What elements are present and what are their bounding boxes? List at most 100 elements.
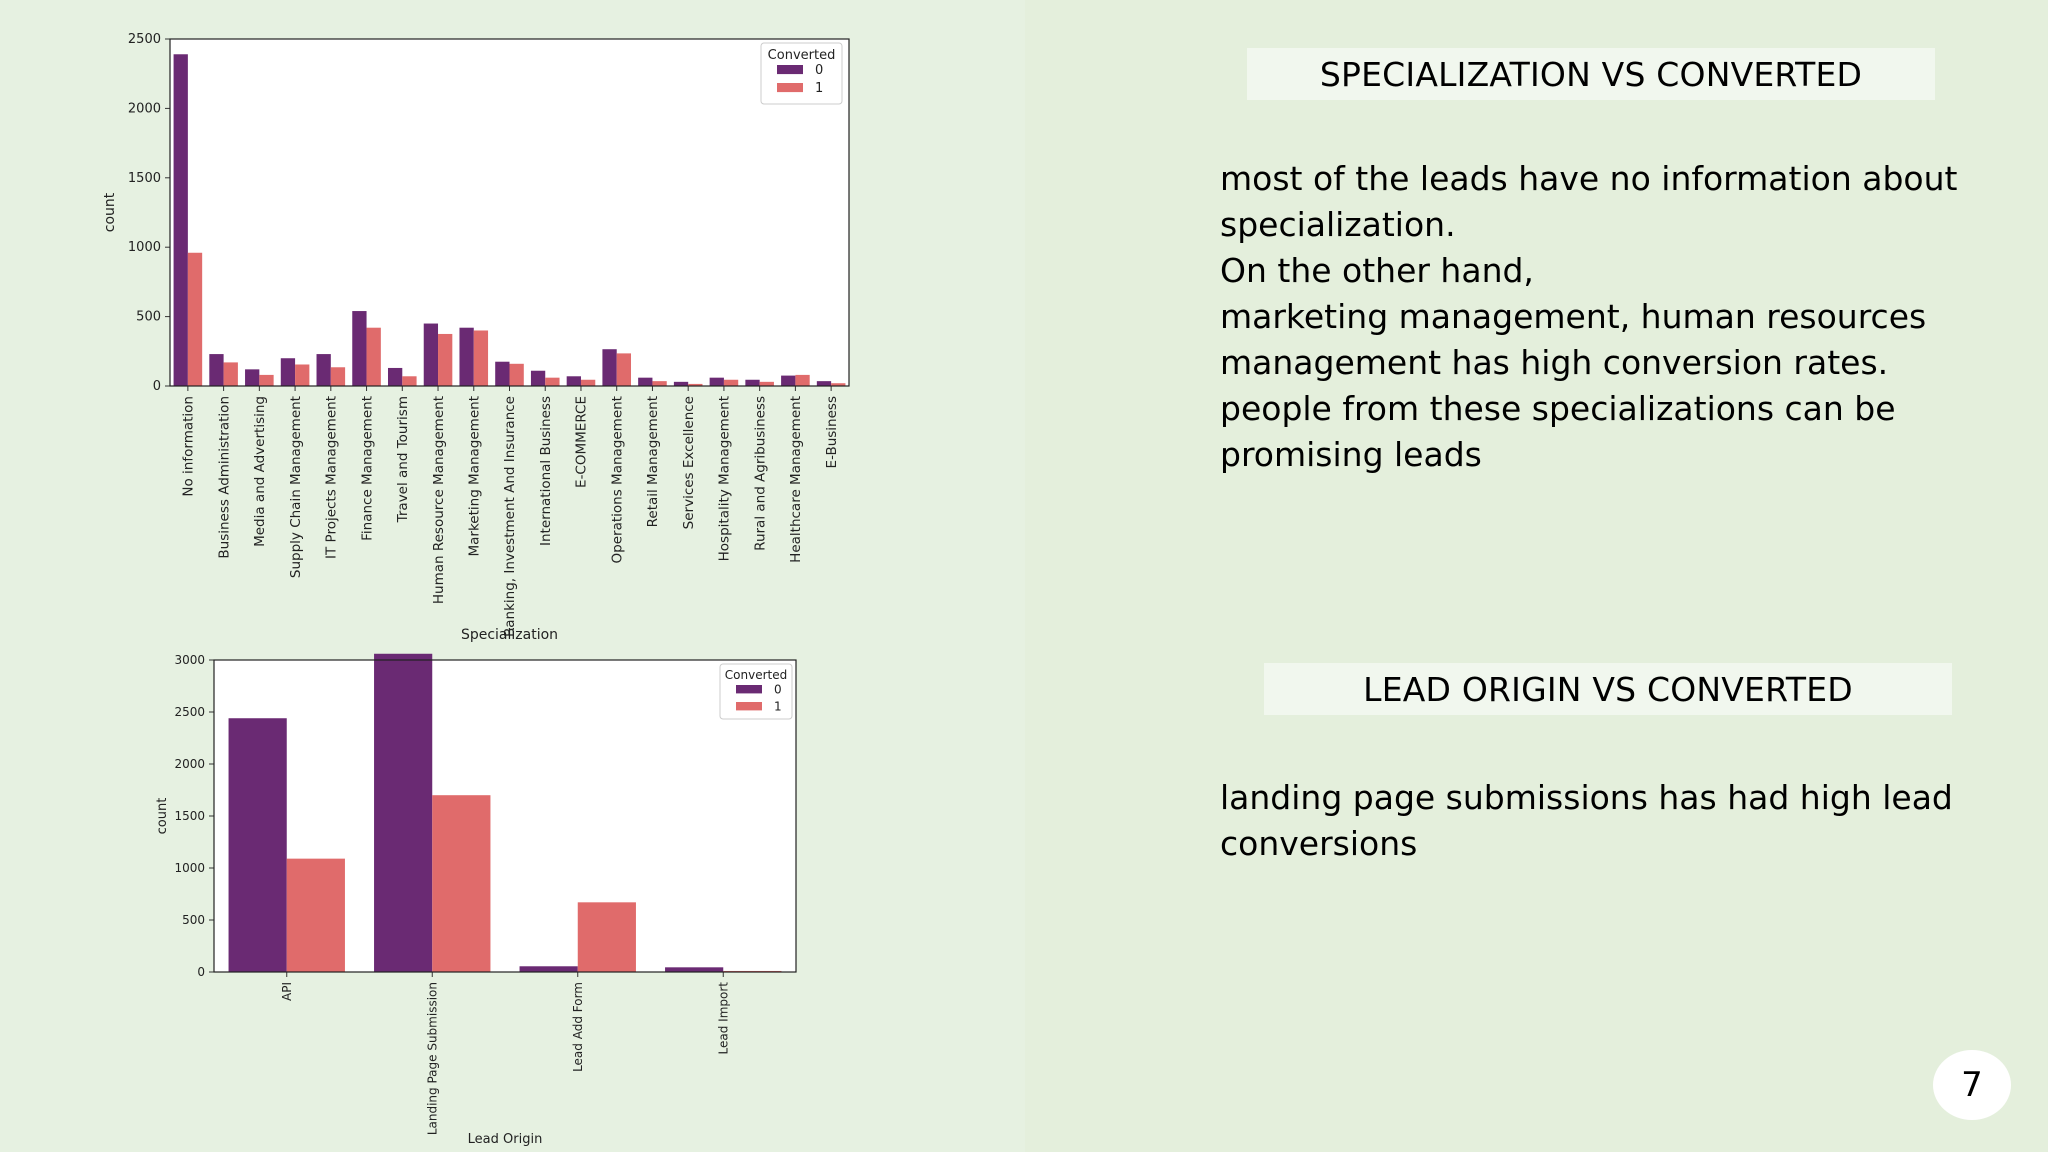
bar-rural-and-agribusiness-converted-0: [745, 379, 760, 386]
bar-media-and-advertising-converted-0: [245, 369, 260, 386]
bar-hospitality-management-converted-0: [709, 377, 724, 386]
y-tick-label: 1000: [128, 240, 161, 255]
bar-api-converted-1: [286, 858, 345, 972]
bar-lead-add-form-converted-0: [519, 966, 578, 972]
x-tick-label: Retail Management: [645, 396, 661, 527]
bar-e-business-converted-0: [816, 381, 832, 386]
bar-hospitality-management-converted-1: [723, 379, 739, 386]
text-pane: [1025, 0, 2048, 1152]
y-tick-label: 500: [136, 310, 161, 325]
bar-healthcare-management-converted-0: [781, 375, 796, 386]
legend-swatch-1: [736, 702, 762, 711]
x-tick-label: Rural and Agribusiness: [752, 396, 768, 551]
x-tick-label: API: [280, 982, 294, 1001]
bar-lead-import-converted-0: [665, 967, 724, 972]
bar-finance-management-converted-1: [366, 327, 381, 386]
plot-area: [170, 39, 849, 386]
y-tick-label: 1500: [128, 171, 161, 186]
y-tick-label: 0: [153, 379, 161, 394]
lead-origin-heading: LEAD ORIGIN VS CONVERTED: [1264, 663, 1952, 715]
bar-it-projects-management-converted-0: [316, 354, 331, 386]
x-tick-label: Business Administration: [216, 396, 232, 559]
legend-swatch-0: [777, 65, 803, 75]
lead-origin-description: landing page submissions has had high le…: [1220, 778, 1953, 863]
page-number: 7: [1933, 1050, 2011, 1120]
bar-finance-management-converted-0: [352, 311, 367, 386]
bar-travel-and-tourism-converted-0: [387, 367, 403, 386]
bar-marketing-management-converted-0: [459, 327, 474, 386]
specialization-heading: SPECIALIZATION VS CONVERTED: [1247, 48, 1935, 100]
bar-business-administration-converted-0: [209, 354, 224, 386]
x-tick-label: E-COMMERCE: [574, 396, 590, 488]
specialization-description: most of the leads have no information ab…: [1220, 159, 1958, 474]
bar-supply-chain-management-converted-1: [295, 364, 310, 386]
bar-operations-management-converted-0: [602, 349, 617, 386]
bar-e-commerce-converted-0: [566, 376, 581, 386]
legend-swatch-0: [736, 685, 762, 694]
bar-travel-and-tourism-converted-1: [402, 376, 417, 386]
legend-label-0: 0: [774, 682, 782, 696]
y-tick-label: 2000: [174, 757, 205, 771]
legend-swatch-1: [777, 83, 803, 93]
bar-banking-investment-and-insurance-converted-0: [495, 361, 510, 386]
x-tick-label: International Business: [538, 396, 554, 546]
bar-media-and-advertising-converted-1: [259, 374, 274, 386]
x-tick-label: Healthcare Management: [788, 396, 804, 563]
lead-origin-chart: 0 500 1000 1500 2000 2500 3000 API Landing Page …: [155, 653, 797, 1147]
bar-international-business-converted-0: [530, 370, 546, 386]
bar-international-business-converted-1: [545, 377, 560, 386]
bar-e-business-converted-1: [831, 383, 846, 386]
x-tick-label: Media and Advertising: [252, 396, 268, 547]
bar-api-converted-0: [228, 718, 287, 972]
bar-landing-page-submission-converted-1: [432, 795, 491, 972]
x-tick-label: Hospitality Management: [717, 396, 733, 561]
legend-label-1: 1: [774, 699, 782, 713]
bar-landing-page-submission-converted-0: [374, 653, 433, 972]
x-tick-label: Travel and Tourism: [395, 396, 411, 523]
bar-supply-chain-management-converted-0: [280, 358, 296, 386]
x-tick-label: Marketing Management: [466, 396, 482, 557]
bar-rural-and-agribusiness-converted-1: [759, 381, 774, 386]
bar-lead-add-form-converted-1: [577, 902, 636, 972]
plot-frame: [213, 659, 797, 973]
x-tick-label: Human Resource Management: [431, 396, 447, 604]
charts-pane: 0 500 1000 1500 2000 2500 No information Busine…: [102, 32, 850, 1147]
y-tick-label: 2500: [174, 705, 205, 719]
bar-retail-management-converted-0: [638, 377, 653, 386]
bar-it-projects-management-converted-1: [330, 367, 346, 386]
y-tick-label: 1500: [174, 809, 205, 823]
y-tick-label: 0: [197, 965, 205, 979]
x-tick-label: Services Excellence: [681, 396, 697, 529]
y-tick-label: 2500: [128, 32, 161, 47]
x-tick-label: Finance Management: [359, 396, 375, 541]
bar-services-excellence-converted-0: [673, 381, 689, 386]
y-tick-label: 500: [182, 913, 205, 927]
bar-no-information-converted-1: [187, 252, 203, 386]
x-tick-label: Lead Import: [716, 982, 730, 1055]
x-tick-label: Lead Add Form: [571, 982, 585, 1072]
x-tick-label: Banking, Investment And Insurance: [502, 396, 518, 637]
x-axis-label: Lead Origin: [468, 1132, 543, 1147]
bar-business-administration-converted-1: [223, 362, 238, 386]
bar-marketing-management-converted-1: [473, 330, 489, 386]
bar-operations-management-converted-1: [616, 353, 632, 386]
x-tick-label: E-Business: [824, 396, 840, 468]
legend-title: Converted: [725, 668, 787, 682]
x-tick-label: IT Projects Management: [324, 396, 340, 559]
x-tick-label: Operations Management: [609, 396, 625, 563]
bar-healthcare-management-converted-1: [795, 374, 810, 386]
legend-label-0: 0: [815, 63, 823, 78]
y-tick-label: 3000: [174, 653, 205, 667]
bar-banking-investment-and-insurance-converted-1: [509, 363, 524, 386]
specialization-chart: 0 500 1000 1500 2000 2500 No information Busine…: [102, 32, 850, 643]
y-tick-label: 2000: [128, 101, 161, 116]
x-tick-label: No information: [181, 396, 197, 497]
bar-human-resource-management-converted-1: [438, 333, 453, 386]
bar-services-excellence-converted-1: [688, 383, 703, 386]
bar-retail-management-converted-1: [652, 381, 667, 386]
bar-human-resource-management-converted-0: [423, 323, 439, 386]
legend-label-1: 1: [815, 81, 823, 96]
x-axis-label: Specialization: [461, 627, 558, 643]
legend-title: Converted: [768, 48, 836, 63]
y-axis-label: count: [155, 798, 170, 835]
